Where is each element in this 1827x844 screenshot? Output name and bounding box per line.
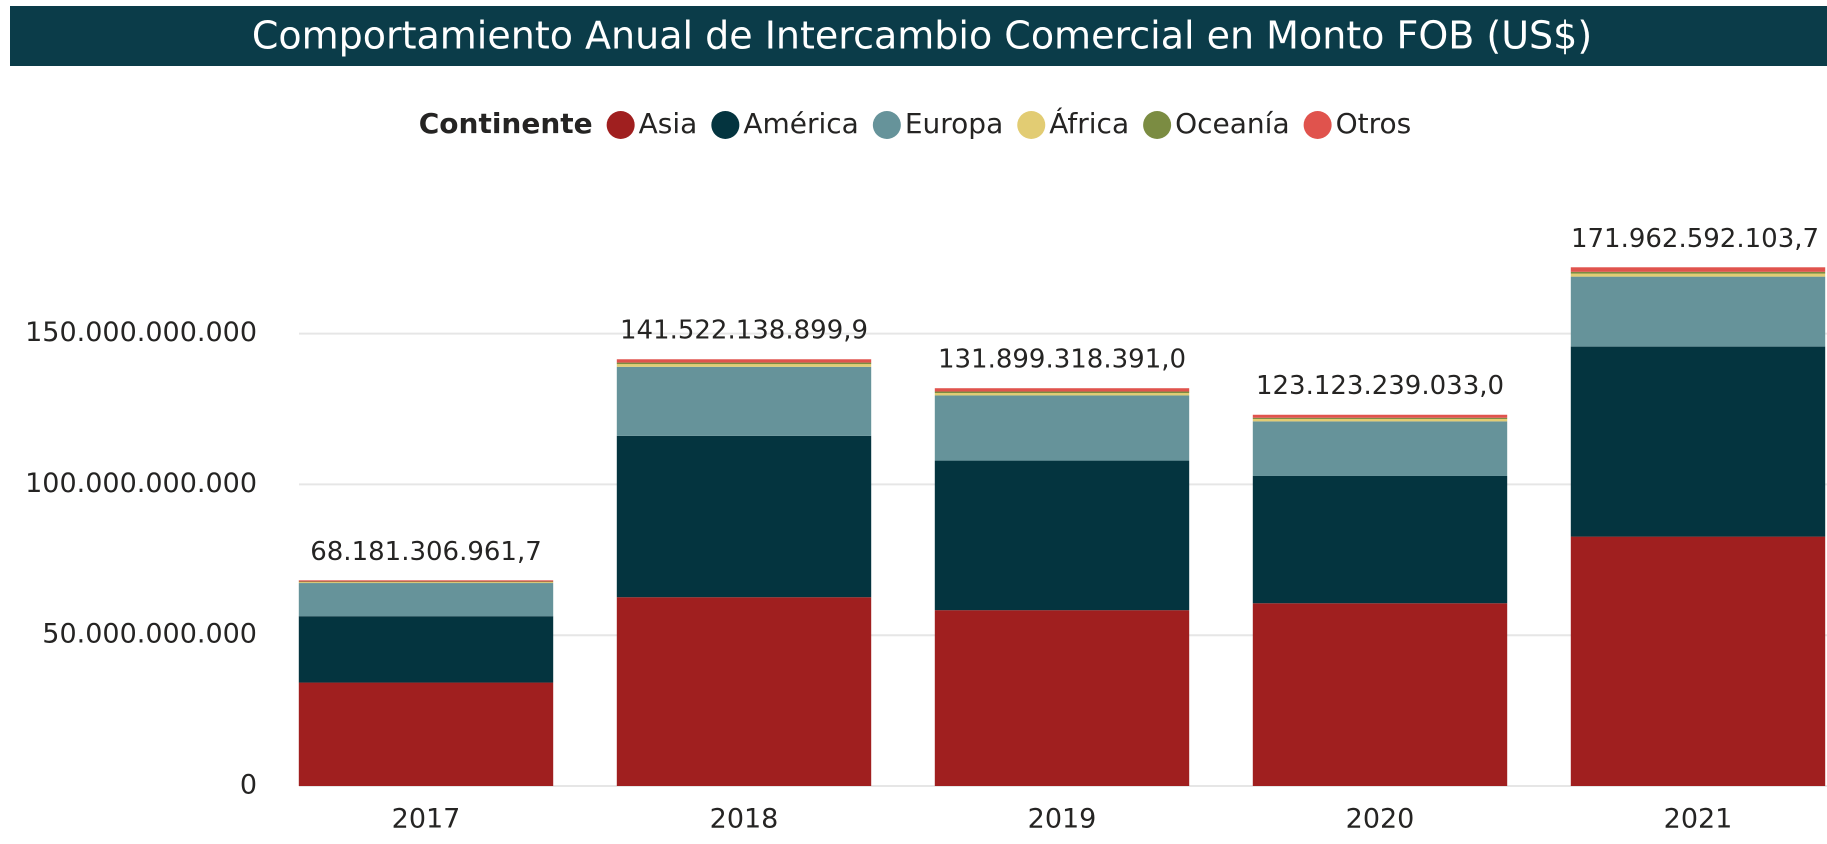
y-tick-label: 50.000.000.000 [42,619,257,650]
bar-segment [616,366,872,436]
total-label: 131.899.318.391,0 [938,345,1186,375]
bar-segment [616,359,872,363]
legend-label: Oceanía [1175,107,1290,140]
legend-marker [1303,111,1332,139]
bar-segment [934,610,1190,786]
bar-segment [616,435,872,598]
y-tick-label: 0 [240,770,257,801]
bar-segment [1252,414,1508,418]
total-label: 123.123.239.033,0 [1256,371,1504,401]
x-tick-label: 2020 [1346,804,1415,835]
legend-marker [872,111,901,139]
bar-segment [1570,273,1826,277]
y-tick-label: 150.000.000.000 [25,317,257,348]
bar-segment [934,391,1190,394]
legend-marker [1017,111,1046,139]
total-label: 68.181.306.961,7 [310,537,542,567]
bar-segment [298,580,554,582]
bar-segment [298,582,554,584]
bar-segment [1252,421,1508,476]
bar-segment [298,581,554,583]
bar-segment [934,388,1190,392]
x-tick-label: 2021 [1664,804,1733,835]
bar-segment [1252,603,1508,786]
bar-segment [1570,271,1826,274]
legend-title: Continente [419,107,593,140]
bar-segment [298,682,554,786]
legend-marker [1143,111,1172,139]
bar-segment [616,364,872,367]
legend-label: África [1049,106,1129,140]
bar-segment [298,616,554,683]
bar-segment [298,583,554,617]
bar-segment [934,393,1190,396]
bar-segment [1570,276,1826,347]
legend-label: América [743,107,859,140]
bar-segment [1570,267,1826,272]
x-tick-label: 2018 [710,804,779,835]
bar-segment [1570,536,1826,786]
legend-label: Europa [905,107,1003,140]
legend-marker [711,111,740,139]
legend-label: Asia [639,107,698,140]
bar-segment [616,597,872,786]
bar-segment [1252,475,1508,604]
x-tick-label: 2019 [1028,804,1097,835]
legend-marker [606,111,635,139]
chart-title: Comportamiento Anual de Intercambio Come… [252,14,1592,58]
bar-segment [1252,417,1508,419]
legend-label: Otros [1336,107,1412,140]
title-bar [10,6,1827,66]
bar-segment [934,460,1190,611]
x-tick-label: 2017 [392,804,461,835]
bar-segment [1570,346,1826,537]
bar-segment [934,395,1190,461]
bar-segment [616,362,872,365]
bar-segment [1252,418,1508,422]
total-label: 171.962.592.103,7 [1571,224,1819,254]
total-label: 141.522.138.899,9 [620,316,868,346]
y-tick-label: 100.000.000.000 [25,468,257,499]
